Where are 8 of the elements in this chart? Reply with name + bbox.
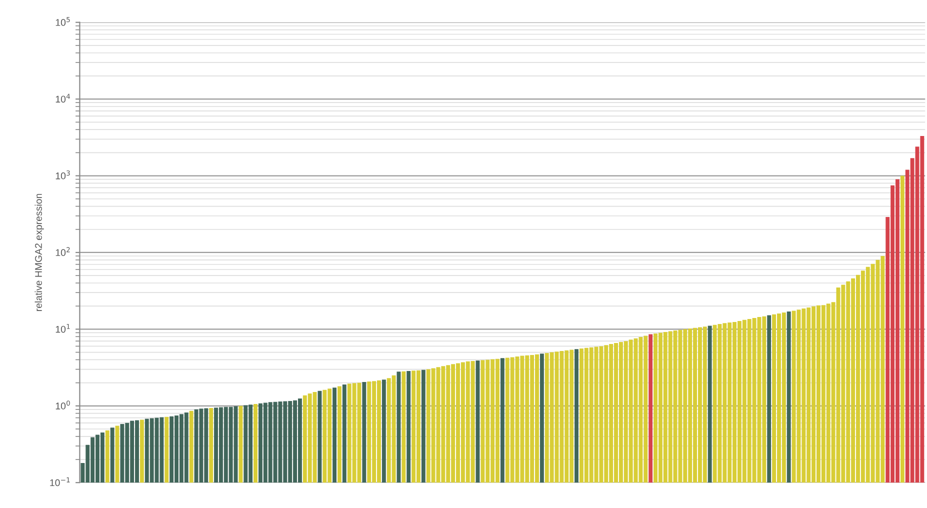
y-tick-label: 10$^{0}$ (56, 400, 70, 410)
y-tick-label: 10$^{2}$ (56, 247, 70, 256)
y-axis-title: relative HMGA2 expression (34, 194, 44, 311)
y-tick-label: 10$^{1}$ (56, 324, 70, 333)
y-tick-label: 10$^{5}$ (56, 17, 70, 26)
y-tick-label: 10$^{4}$ (56, 94, 70, 103)
y-tick-label: 10$^{−1}$ (50, 477, 70, 486)
y-tick-label: 10$^{3}$ (56, 170, 70, 180)
